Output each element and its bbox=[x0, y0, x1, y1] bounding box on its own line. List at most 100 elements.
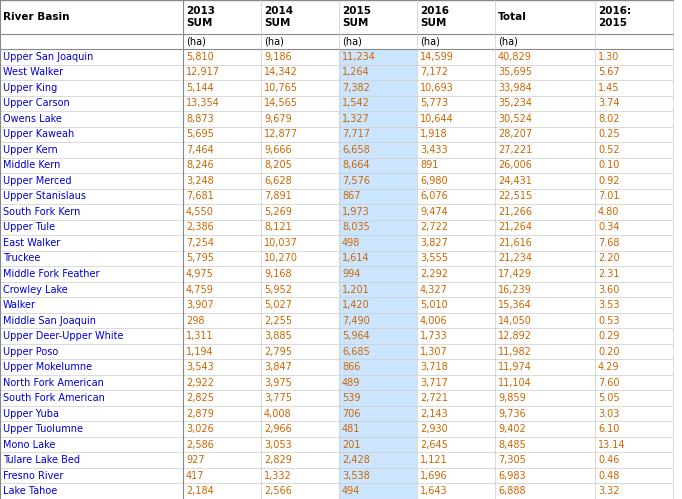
Bar bbox=[339, 344, 417, 359]
Text: 3,718: 3,718 bbox=[420, 362, 448, 372]
Text: 1,733: 1,733 bbox=[420, 331, 448, 341]
Text: 7.60: 7.60 bbox=[598, 378, 619, 388]
Bar bbox=[417, 127, 495, 142]
Bar bbox=[495, 390, 595, 406]
Bar bbox=[417, 250, 495, 266]
Bar bbox=[495, 468, 595, 484]
Text: 2,428: 2,428 bbox=[342, 455, 370, 465]
Text: 10,270: 10,270 bbox=[264, 253, 298, 263]
Text: 7,891: 7,891 bbox=[264, 192, 292, 202]
Bar bbox=[0, 235, 183, 250]
Bar bbox=[417, 484, 495, 499]
Text: 489: 489 bbox=[342, 378, 360, 388]
Text: Tulare Lake Bed: Tulare Lake Bed bbox=[3, 455, 80, 465]
Text: 4,327: 4,327 bbox=[420, 284, 448, 294]
Text: Upper Mokelumne: Upper Mokelumne bbox=[3, 362, 92, 372]
Text: 5,027: 5,027 bbox=[264, 300, 292, 310]
Bar bbox=[183, 390, 261, 406]
Text: 994: 994 bbox=[342, 269, 360, 279]
Bar bbox=[417, 375, 495, 390]
Bar bbox=[0, 127, 183, 142]
Text: 7.01: 7.01 bbox=[598, 192, 619, 202]
Text: 14,050: 14,050 bbox=[498, 315, 532, 325]
Bar bbox=[0, 158, 183, 173]
Bar bbox=[183, 111, 261, 127]
Text: 7,382: 7,382 bbox=[342, 83, 370, 93]
Bar bbox=[0, 266, 183, 282]
Bar bbox=[261, 80, 339, 95]
Text: Middle San Joaquin: Middle San Joaquin bbox=[3, 315, 96, 325]
Text: 0.92: 0.92 bbox=[598, 176, 619, 186]
Bar bbox=[495, 158, 595, 173]
Text: 2,721: 2,721 bbox=[420, 393, 448, 403]
Bar bbox=[183, 173, 261, 189]
Bar bbox=[339, 127, 417, 142]
Text: 21,616: 21,616 bbox=[498, 238, 532, 248]
Text: 2.20: 2.20 bbox=[598, 253, 620, 263]
Bar bbox=[261, 484, 339, 499]
Bar bbox=[261, 64, 339, 80]
Bar bbox=[495, 297, 595, 313]
Text: 927: 927 bbox=[186, 455, 205, 465]
Text: 2,722: 2,722 bbox=[420, 223, 448, 233]
Text: 9,474: 9,474 bbox=[420, 207, 448, 217]
Bar bbox=[261, 313, 339, 328]
Text: 1,420: 1,420 bbox=[342, 300, 370, 310]
Text: 2,255: 2,255 bbox=[264, 315, 292, 325]
Bar bbox=[0, 390, 183, 406]
Bar bbox=[339, 375, 417, 390]
Text: 7,576: 7,576 bbox=[342, 176, 370, 186]
Bar bbox=[0, 250, 183, 266]
Bar bbox=[417, 173, 495, 189]
Text: 12,917: 12,917 bbox=[186, 67, 220, 77]
Text: 6,888: 6,888 bbox=[498, 486, 526, 496]
Bar bbox=[595, 328, 673, 344]
Bar bbox=[339, 142, 417, 158]
Text: 3,555: 3,555 bbox=[420, 253, 448, 263]
Text: 8.02: 8.02 bbox=[598, 114, 619, 124]
Text: 417: 417 bbox=[186, 471, 205, 481]
Bar bbox=[339, 95, 417, 111]
Text: 1,201: 1,201 bbox=[342, 284, 370, 294]
Text: 14,565: 14,565 bbox=[264, 98, 298, 108]
Text: 6,983: 6,983 bbox=[498, 471, 526, 481]
Text: 33,984: 33,984 bbox=[498, 83, 532, 93]
Text: River Basin: River Basin bbox=[3, 12, 70, 22]
Text: 3.03: 3.03 bbox=[598, 409, 619, 419]
Bar bbox=[417, 95, 495, 111]
Text: 3.53: 3.53 bbox=[598, 300, 619, 310]
Bar bbox=[495, 64, 595, 80]
Text: 0.10: 0.10 bbox=[598, 160, 619, 170]
Bar bbox=[261, 111, 339, 127]
Bar bbox=[417, 313, 495, 328]
Text: Upper Kern: Upper Kern bbox=[3, 145, 58, 155]
Bar bbox=[261, 266, 339, 282]
Text: 2016
SUM: 2016 SUM bbox=[420, 6, 449, 28]
Bar bbox=[495, 80, 595, 95]
Text: Fresno River: Fresno River bbox=[3, 471, 63, 481]
Text: 0.29: 0.29 bbox=[598, 331, 619, 341]
Bar bbox=[261, 235, 339, 250]
Bar bbox=[0, 313, 183, 328]
Text: 35,234: 35,234 bbox=[498, 98, 532, 108]
Text: Upper Stanislaus: Upper Stanislaus bbox=[3, 192, 86, 202]
Bar bbox=[417, 189, 495, 204]
Bar bbox=[595, 453, 673, 468]
Text: 1,643: 1,643 bbox=[420, 486, 447, 496]
Text: 4.29: 4.29 bbox=[598, 362, 619, 372]
Text: Upper Deer-Upper White: Upper Deer-Upper White bbox=[3, 331, 123, 341]
Bar bbox=[595, 80, 673, 95]
Text: 3,433: 3,433 bbox=[420, 145, 447, 155]
Bar bbox=[0, 484, 183, 499]
Text: 2013
SUM: 2013 SUM bbox=[186, 6, 215, 28]
Bar bbox=[261, 189, 339, 204]
Bar bbox=[0, 34, 673, 49]
Bar bbox=[0, 204, 183, 220]
Bar bbox=[0, 64, 183, 80]
Bar bbox=[595, 406, 673, 422]
Text: 28,207: 28,207 bbox=[498, 129, 532, 139]
Text: 17,429: 17,429 bbox=[498, 269, 532, 279]
Bar bbox=[339, 220, 417, 235]
Text: 3.60: 3.60 bbox=[598, 284, 619, 294]
Text: 10,693: 10,693 bbox=[420, 83, 454, 93]
